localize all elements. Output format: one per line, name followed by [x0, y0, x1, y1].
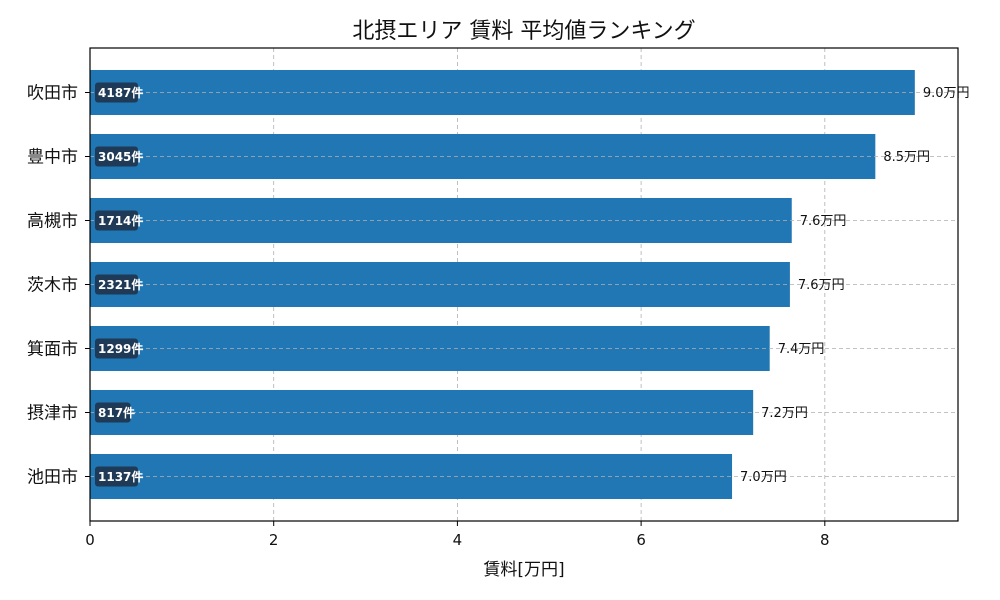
x-tick-label: 8: [820, 531, 830, 549]
bar: [90, 454, 733, 499]
value-label: 7.6万円: [798, 278, 845, 293]
bar-labels: 4187件 9.0万円 3045件 8.5万円 1714件 7.6万円 2321件 7.6万円…: [95, 82, 970, 487]
count-badge: [95, 210, 138, 231]
count-label: 2321件: [98, 277, 143, 292]
x-tick-label: 2: [269, 531, 279, 549]
x-tick-label: 6: [636, 531, 646, 549]
horizontal-grid-lines: [90, 92, 958, 477]
bar: [90, 262, 790, 307]
x-tick-label: 0: [85, 531, 95, 549]
value-label: 7.4万円: [778, 342, 825, 357]
count-badge: [95, 402, 131, 423]
category-label: 池田市: [27, 468, 78, 488]
value-label: 7.2万円: [761, 406, 808, 421]
category-label: 茨木市: [27, 276, 78, 296]
count-badge: [95, 338, 138, 359]
count-badge: [95, 146, 138, 167]
category-label: 高槻市: [27, 212, 78, 232]
value-label: 9.0万円: [923, 86, 970, 101]
count-badge: [95, 82, 138, 103]
category-label: 吹田市: [27, 84, 78, 104]
count-label: 1714件: [98, 213, 143, 228]
x-axis: 0 2 4 6 8: [85, 521, 830, 549]
x-axis-label: 賃料[万円]: [483, 560, 564, 580]
count-label: 817件: [98, 405, 135, 420]
count-label: 4187件: [98, 85, 143, 100]
count-badge: [95, 466, 138, 487]
category-label: 箕面市: [27, 340, 78, 360]
count-label: 1299件: [98, 341, 143, 356]
category-label: 豊中市: [27, 148, 78, 168]
count-badge: [95, 274, 138, 295]
count-label: 1137件: [98, 469, 143, 484]
x-tick-label: 4: [453, 531, 463, 549]
value-label: 8.5万円: [883, 150, 930, 165]
count-label: 3045件: [98, 149, 143, 164]
value-label: 7.0万円: [740, 470, 787, 485]
chart-title: 北摂エリア 賃料 平均値ランキング: [352, 19, 695, 44]
category-label: 摂津市: [27, 404, 78, 424]
value-label: 7.6万円: [800, 214, 847, 229]
